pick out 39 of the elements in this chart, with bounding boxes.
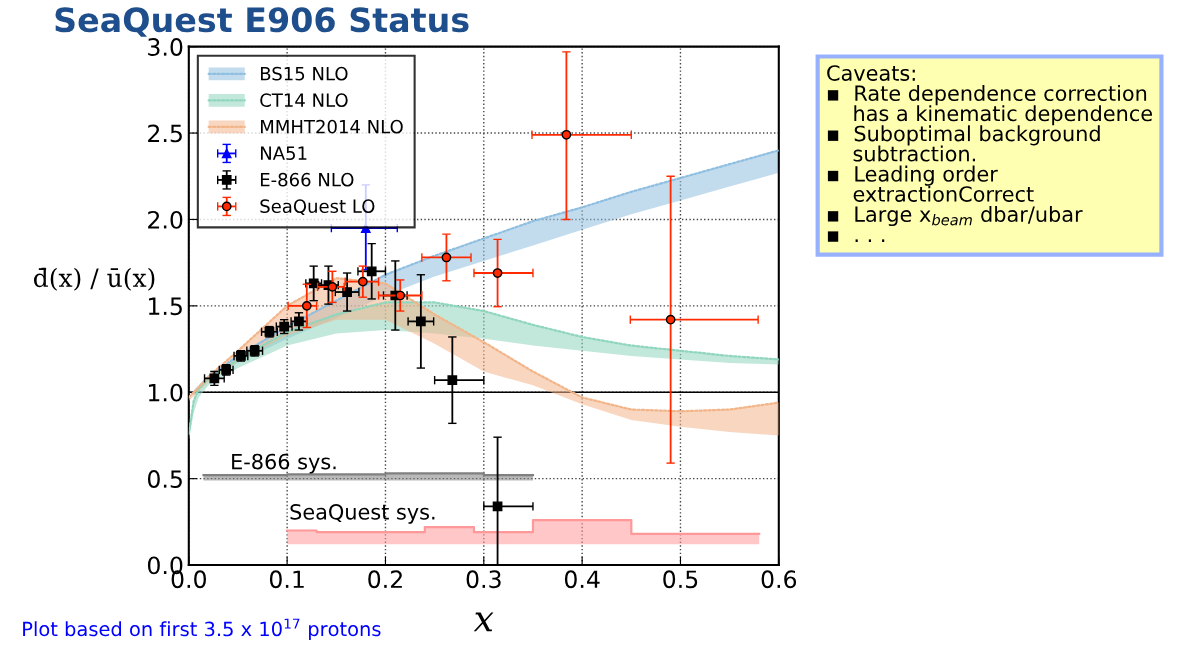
y-tick-label: 1.0 — [148, 383, 183, 402]
legend-label: E-866 NLO — [260, 172, 354, 187]
point — [366, 266, 377, 277]
point — [357, 276, 368, 287]
y-tick-label: 2.5 — [148, 124, 182, 143]
x-tick-label: 0.4 — [564, 570, 600, 589]
point — [294, 316, 304, 327]
x-tick-label: 0.2 — [368, 570, 402, 589]
point — [492, 268, 503, 278]
point — [301, 300, 312, 311]
y-tick-label: 3.0 — [148, 38, 183, 56]
legend-label: NA51 — [260, 146, 307, 160]
x-tick-label: 0.5 — [663, 570, 698, 589]
text: Caveats: ▪ Rate dependence correction has a kinematic dependence ▪ Suboptimal background subtraction. ▪ Leading order extractionCorrect ▪ Large x$_{beam}$ dbar/ubar ▪ . . . — [827, 65, 1152, 242]
point — [447, 375, 458, 386]
x-tick-label: 0.6 — [761, 570, 797, 589]
point — [492, 501, 503, 512]
point — [665, 314, 676, 325]
point — [561, 129, 572, 140]
x-tick-label: 0.3 — [466, 570, 501, 589]
line-series — [188, 277, 779, 413]
legend-label: BS15 NLO — [260, 66, 348, 81]
text: Plot based on first 3.5 x 10$^{17}$ protons — [23, 618, 381, 641]
point — [342, 287, 352, 297]
x-tick-label: 0.1 — [269, 570, 304, 589]
point — [416, 316, 426, 327]
point — [441, 252, 452, 263]
y-axis-title: d̄(x) / ū(x) — [33, 267, 155, 291]
chart-title: SeaQuest E906 Status — [55, 7, 469, 37]
legend-label: CT14 NLO — [260, 93, 348, 107]
annotation: E-866 sys. — [232, 453, 336, 474]
y-tick-label: 0.5 — [147, 470, 182, 488]
legend-label: SeaQuest LO — [260, 199, 375, 216]
legend-label: MMHT2014 NLO — [260, 119, 403, 134]
y-tick-label: 2.0 — [148, 210, 183, 229]
x-axis-title: x — [473, 612, 494, 632]
point — [395, 290, 406, 301]
y-tick-label: 1.5 — [148, 297, 182, 316]
annotation: SeaQuest sys. — [290, 503, 435, 524]
